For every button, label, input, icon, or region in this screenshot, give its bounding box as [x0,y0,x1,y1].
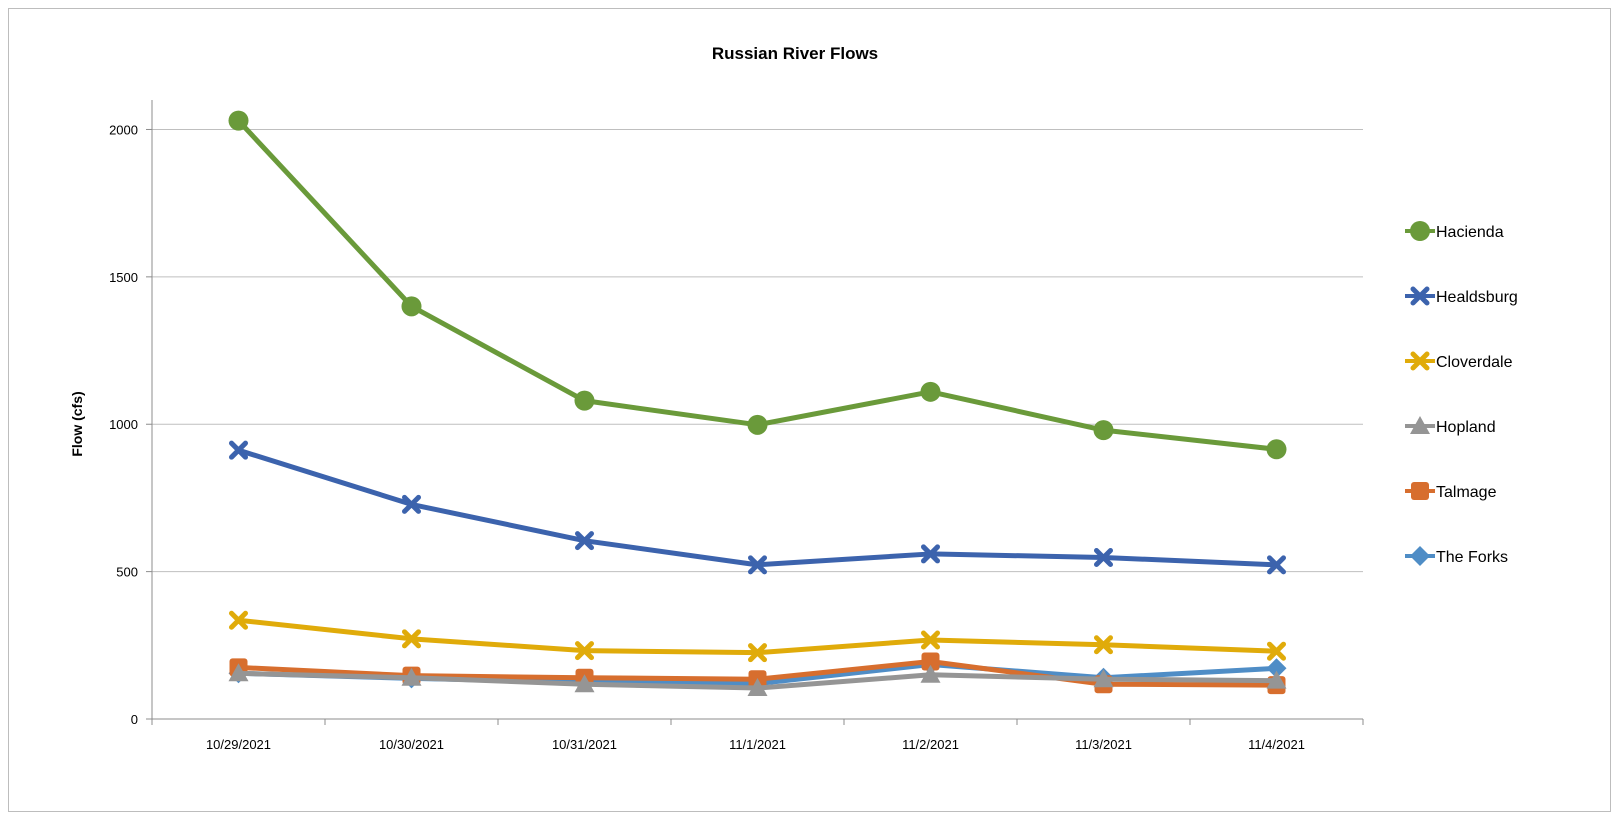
data-point-hopland [1266,670,1287,689]
y-tick-label: 0 [131,712,138,727]
data-point-healdsburg [921,544,940,564]
legend-label: The Forks [1436,549,1508,566]
x-tick-label: 11/1/2021 [729,737,786,752]
legend-label: Hacienda [1436,224,1504,241]
legend-marker-cloverdale [1410,351,1430,371]
axes: 0 500 1000 1500 2000 10/29/2021 10/30/2021 10/3… [109,100,1364,752]
data-point-hopland [228,663,249,682]
y-axis-label: Flow (cfs) [69,391,85,456]
legend-marker-talmage [1411,482,1429,500]
data-point-cloverdale [921,630,940,650]
series-line-healdsburg [236,447,1279,568]
legend-item-healdsburg: Healdsburg [1405,286,1518,306]
series-line-hacienda [236,118,1279,452]
legend-label: Healdsburg [1436,289,1518,306]
data-point-hacienda [401,296,422,317]
legend-item-cloverdale: Cloverdale [1405,351,1513,371]
data-point-cloverdale [402,629,421,649]
x-tick-label: 10/31/2021 [552,737,617,752]
data-point-healdsburg [575,531,594,551]
data-point-talmage [921,652,940,671]
series-line-cloverdale [236,617,1279,656]
data-point-hacienda [920,381,941,402]
data-point-hacienda [747,414,768,435]
gridlines [152,128,1363,573]
data-point-healdsburg [229,440,248,460]
data-point-hopland [1093,669,1114,688]
series-hopland [228,663,1287,697]
legend-label: Hopland [1436,419,1496,436]
data-point-healdsburg [1094,547,1113,567]
y-tick-label: 1000 [109,417,138,432]
data-point-hopland [747,678,768,697]
legend-item-hopland: Hopland [1405,416,1496,436]
data-point-cloverdale [748,643,767,663]
series-healdsburg [229,440,1286,575]
x-tick-label: 10/30/2021 [379,737,444,752]
legend-marker-healdsburg [1410,286,1430,306]
legend-item-hacienda: Hacienda [1405,221,1504,241]
legend-marker-hopland [1410,416,1430,434]
data-point-healdsburg [748,555,767,575]
legend-label: Cloverdale [1436,354,1513,371]
y-tick-label: 1500 [109,270,138,285]
series-cloverdale [229,610,1286,663]
data-point-cloverdale [1094,635,1113,655]
series-hacienda [228,110,1287,460]
data-point-hopland [401,667,422,686]
x-tick-label: 10/29/2021 [206,737,271,752]
legend: Hacienda Healdsburg Cloverdale Hopland Talma… [1405,221,1518,566]
series-group [228,110,1287,697]
y-tick-label: 2000 [109,122,138,137]
data-point-hacienda [1093,420,1114,441]
data-point-hacienda [1266,439,1287,460]
data-point-hacienda [228,110,249,131]
x-tick-label: 11/4/2021 [1248,737,1305,752]
chart-title: Russian River Flows [712,44,878,63]
legend-item-talmage: Talmage [1405,482,1497,501]
legend-marker-the-forks [1410,546,1430,566]
data-point-healdsburg [1267,555,1286,575]
data-point-hopland [574,674,595,693]
x-tick-label: 11/2/2021 [902,737,959,752]
x-tick-label: 11/3/2021 [1075,737,1132,752]
y-tick-label: 500 [116,565,138,580]
legend-marker-hacienda [1410,221,1430,241]
data-point-healdsburg [402,494,421,514]
legend-item-the-forks: The Forks [1405,546,1508,566]
data-point-cloverdale [229,610,248,630]
data-point-hacienda [574,390,595,411]
data-point-cloverdale [575,641,594,661]
data-point-cloverdale [1267,641,1286,661]
data-point-hopland [920,664,941,683]
data-point-the-forks [1266,658,1287,679]
legend-label: Talmage [1436,484,1497,501]
